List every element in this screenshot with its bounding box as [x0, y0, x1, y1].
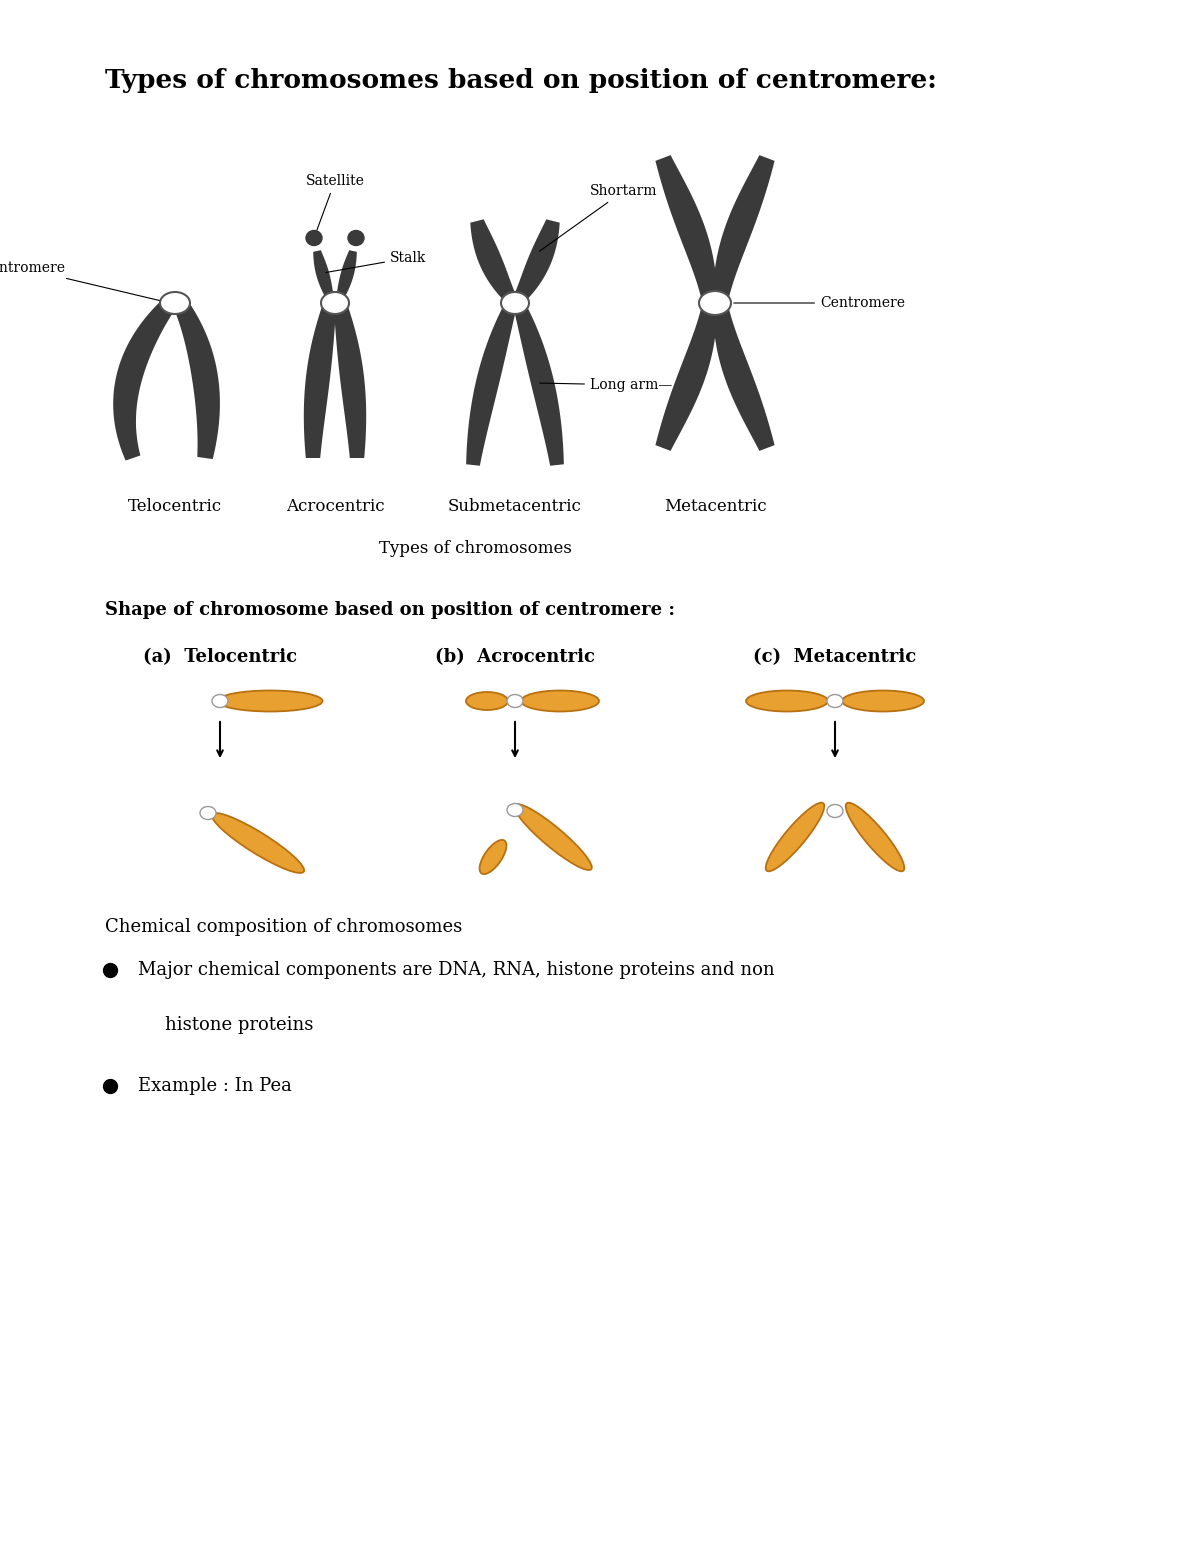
- Text: Stalk: Stalk: [325, 252, 426, 272]
- Ellipse shape: [502, 292, 529, 314]
- Ellipse shape: [846, 803, 905, 871]
- Ellipse shape: [514, 804, 592, 870]
- Ellipse shape: [348, 230, 364, 245]
- Ellipse shape: [521, 691, 599, 711]
- Text: Centromere: Centromere: [733, 297, 905, 311]
- Ellipse shape: [746, 691, 828, 711]
- Polygon shape: [713, 155, 774, 297]
- Text: Chemical composition of chromosomes: Chemical composition of chromosomes: [106, 918, 462, 936]
- Polygon shape: [466, 307, 516, 466]
- Text: (b)  Acrocentric: (b) Acrocentric: [436, 648, 595, 666]
- Polygon shape: [515, 307, 564, 466]
- Ellipse shape: [212, 694, 228, 708]
- Ellipse shape: [466, 693, 508, 710]
- Text: Shape of chromosome based on position of centromere :: Shape of chromosome based on position of…: [106, 601, 674, 620]
- Text: Example : In Pea: Example : In Pea: [138, 1076, 292, 1095]
- Ellipse shape: [217, 691, 323, 711]
- Text: Types of chromosomes based on position of centromere:: Types of chromosomes based on position o…: [106, 68, 937, 93]
- Text: Centromere: Centromere: [0, 261, 167, 303]
- Polygon shape: [515, 219, 559, 300]
- Ellipse shape: [508, 694, 523, 708]
- Polygon shape: [304, 306, 336, 458]
- Text: (a)  Telocentric: (a) Telocentric: [143, 648, 298, 666]
- Ellipse shape: [508, 803, 523, 817]
- Ellipse shape: [842, 691, 924, 711]
- Polygon shape: [470, 219, 515, 300]
- Polygon shape: [313, 250, 334, 300]
- Ellipse shape: [212, 814, 304, 873]
- Polygon shape: [334, 306, 366, 458]
- Text: Long arm—: Long arm—: [540, 377, 672, 391]
- Text: histone proteins: histone proteins: [166, 1016, 313, 1034]
- Polygon shape: [336, 250, 356, 300]
- Ellipse shape: [698, 290, 731, 315]
- Polygon shape: [113, 298, 176, 461]
- Text: Major chemical components are DNA, RNA, histone proteins and non: Major chemical components are DNA, RNA, …: [138, 961, 775, 978]
- Text: Types of chromosomes: Types of chromosomes: [378, 540, 571, 558]
- Ellipse shape: [766, 803, 824, 871]
- Text: (c)  Metacentric: (c) Metacentric: [754, 648, 917, 666]
- Text: Satellite: Satellite: [306, 174, 365, 236]
- Ellipse shape: [160, 292, 190, 314]
- Ellipse shape: [322, 292, 349, 314]
- Ellipse shape: [827, 804, 842, 817]
- Ellipse shape: [200, 806, 216, 820]
- Text: Submetacentric: Submetacentric: [448, 499, 582, 516]
- Polygon shape: [655, 155, 718, 297]
- Polygon shape: [655, 309, 718, 450]
- Ellipse shape: [306, 230, 322, 245]
- Text: Shortarm: Shortarm: [539, 183, 658, 252]
- Polygon shape: [173, 300, 220, 460]
- Text: Telocentric: Telocentric: [128, 499, 222, 516]
- Text: Acrocentric: Acrocentric: [286, 499, 384, 516]
- Polygon shape: [713, 309, 774, 450]
- Text: Metacentric: Metacentric: [664, 499, 767, 516]
- Ellipse shape: [827, 694, 842, 708]
- Ellipse shape: [480, 840, 506, 874]
